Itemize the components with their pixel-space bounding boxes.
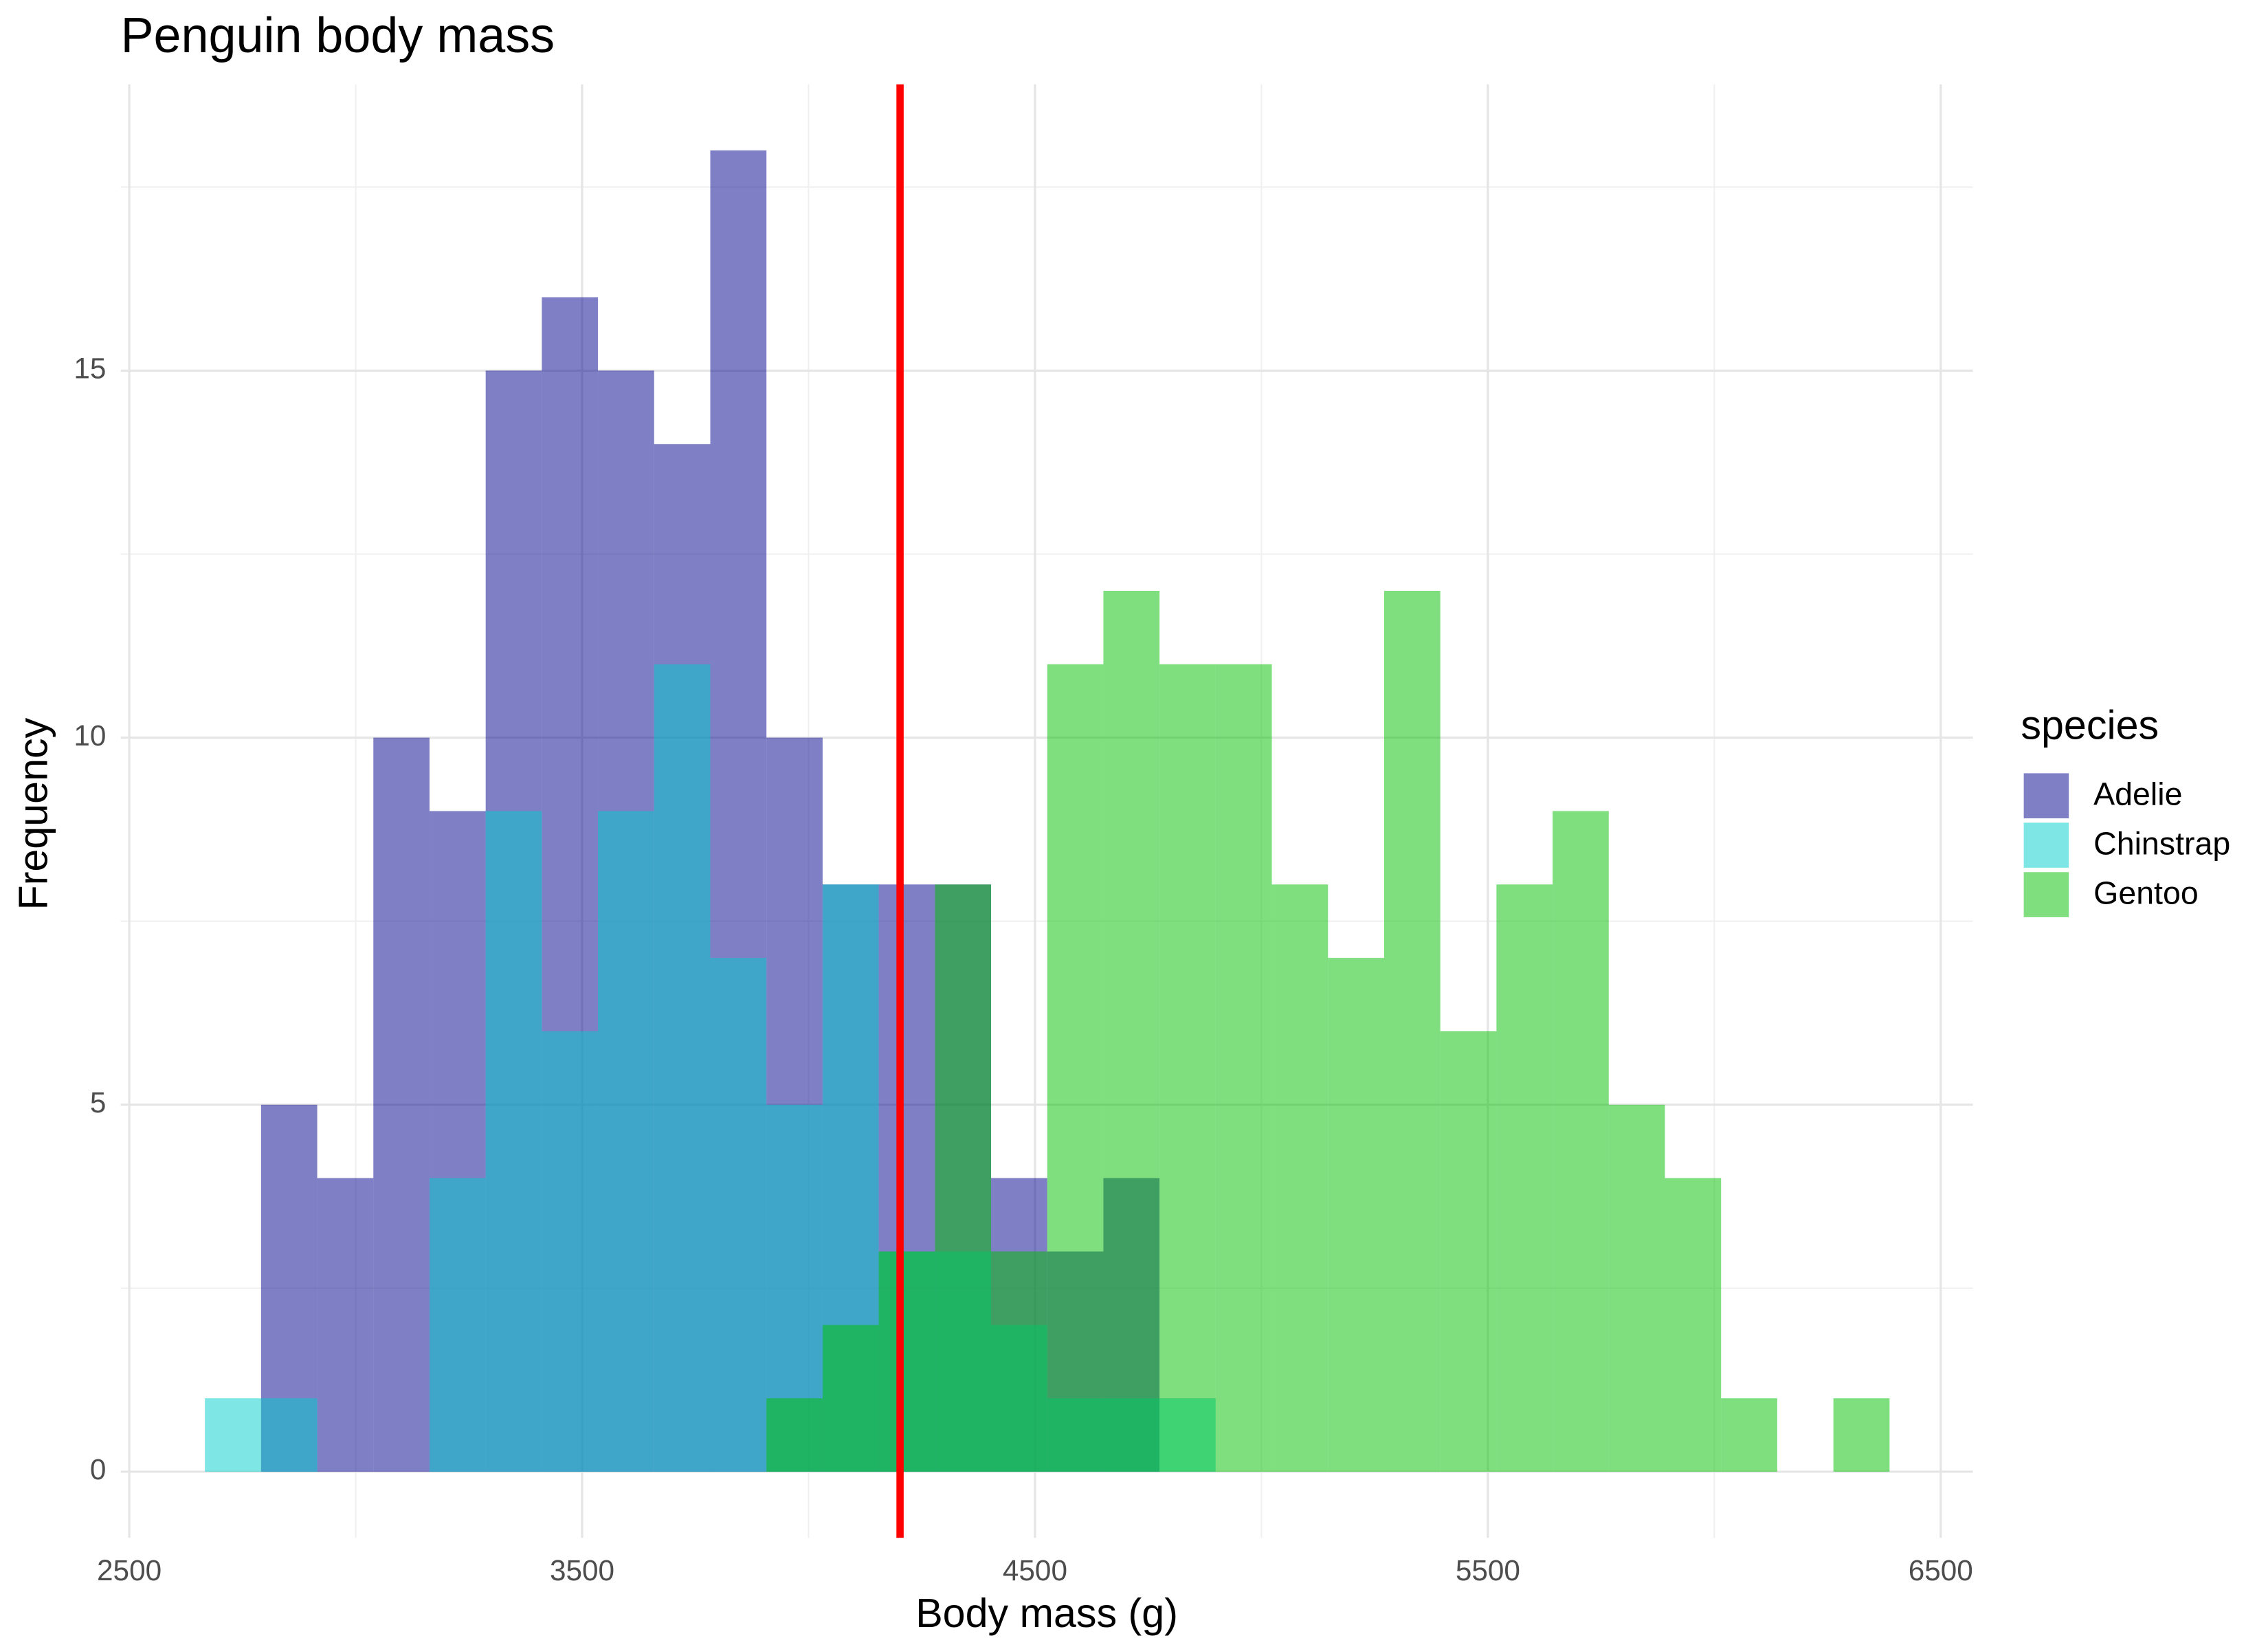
bar [935, 884, 992, 1472]
bar [822, 1325, 879, 1472]
bar [1271, 884, 1328, 1472]
bar [1496, 884, 1553, 1472]
bar [260, 1398, 318, 1472]
chart-title: Penguin body mass [121, 8, 555, 63]
bar [710, 958, 767, 1472]
bar [1215, 664, 1272, 1472]
bar [1328, 958, 1384, 1472]
y-tick-label: 15 [74, 352, 106, 385]
x-tick-label: 6500 [1909, 1554, 1973, 1586]
bar [1440, 1031, 1497, 1472]
legend-label: Gentoo [2093, 875, 2199, 910]
y-tick-label: 10 [74, 719, 106, 752]
legend-label: Adelie [2093, 776, 2182, 812]
bar [485, 811, 542, 1472]
bar [1608, 1104, 1665, 1472]
x-tick-label: 5500 [1456, 1554, 1520, 1586]
bar [878, 1251, 935, 1472]
x-tick-label: 3500 [550, 1554, 614, 1586]
bar [1159, 664, 1216, 1472]
bar [429, 1178, 486, 1472]
bar [317, 1178, 374, 1472]
legend-key [2023, 872, 2069, 917]
bar [205, 1398, 261, 1472]
bar [373, 737, 430, 1472]
y-tick-label: 0 [90, 1453, 107, 1485]
bar [991, 1251, 1047, 1472]
bar [1833, 1398, 1890, 1472]
bar [1665, 1178, 1722, 1472]
legend-key [2023, 822, 2069, 868]
bar [1047, 664, 1104, 1472]
bar [1103, 590, 1160, 1472]
bar [1553, 811, 1609, 1472]
legend-key [2023, 773, 2069, 819]
bar [598, 811, 654, 1472]
bar [1721, 1398, 1777, 1472]
x-tick-label: 4500 [1003, 1554, 1067, 1586]
legend-title: species [2021, 702, 2159, 748]
bar [766, 1398, 823, 1472]
bar [654, 664, 711, 1472]
x-tick-label: 2500 [97, 1554, 162, 1586]
legend-label: Chinstrap [2093, 825, 2230, 861]
x-axis-label: Body mass (g) [915, 1590, 1178, 1636]
bar [1383, 590, 1441, 1472]
bar [542, 1031, 599, 1472]
y-axis-label: Frequency [10, 717, 56, 910]
y-tick-label: 5 [90, 1086, 107, 1119]
